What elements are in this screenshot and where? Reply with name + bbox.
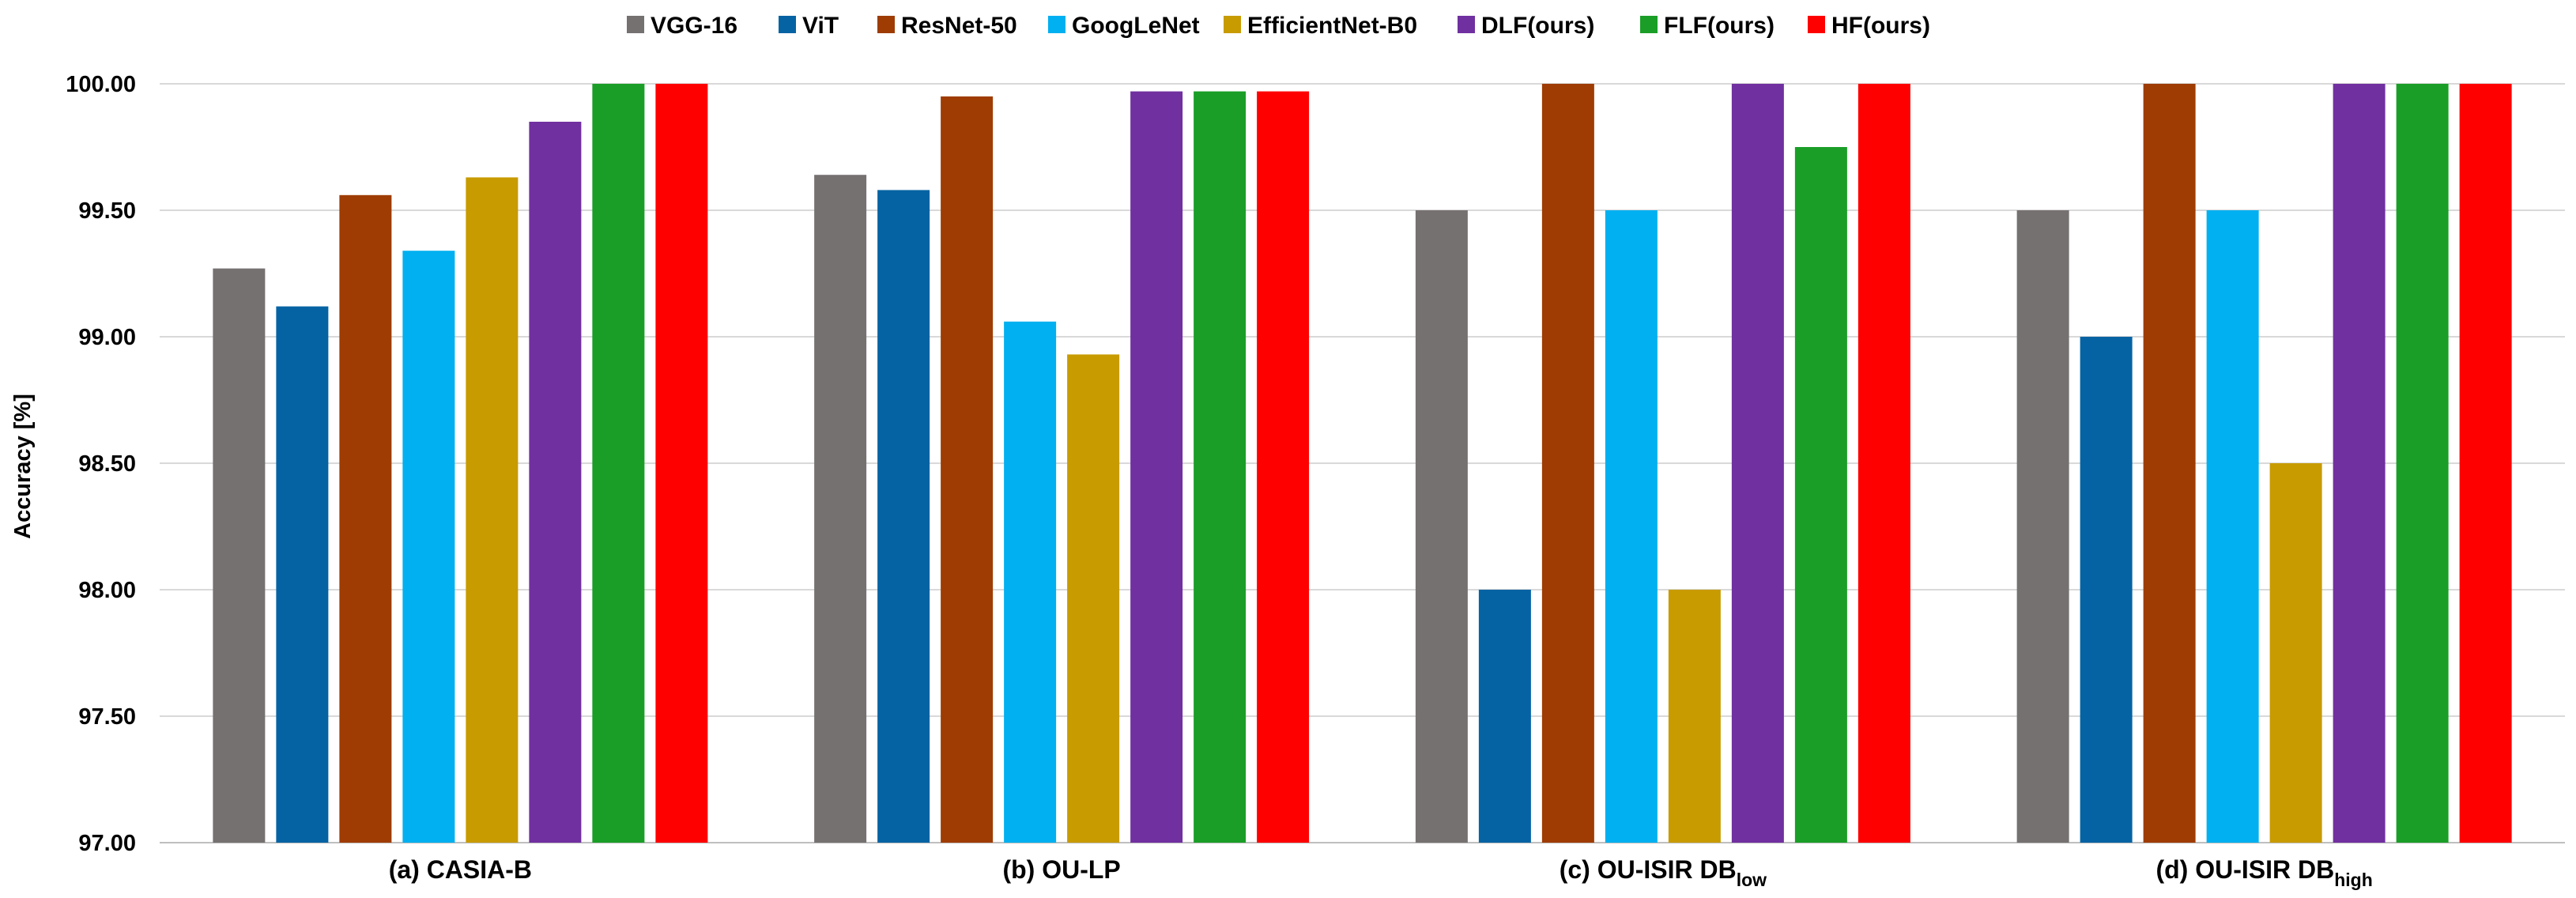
bar-googlenet (402, 251, 455, 843)
bar-vgg-16 (213, 268, 266, 843)
legend-swatch (1640, 16, 1658, 33)
legend-label: ResNet-50 (901, 13, 1017, 39)
x-axis-labels: (a) CASIA-B (b) OU-LP (c) OU-ISIR DBlow (d)… (389, 855, 2373, 890)
bar-resnet-50 (1541, 84, 1594, 843)
bar-efficientnet-b0 (1668, 590, 1721, 843)
legend-swatch (877, 16, 895, 33)
x-category-label: (a) CASIA-B (389, 855, 532, 884)
bar-dlf-ours (2333, 84, 2386, 843)
bar-flf-ours (2396, 84, 2449, 843)
legend-label: GoogLeNet (1072, 13, 1200, 39)
bar-hf-ours (1257, 91, 1310, 843)
legend-label: FLF(ours) (1664, 13, 1775, 39)
y-tick-label: 98.00 (78, 578, 136, 603)
bar-googlenet (1605, 210, 1658, 843)
legend-label: DLF(ours) (1481, 13, 1594, 39)
bar-googlenet (2206, 210, 2259, 843)
bar-resnet-50 (2143, 84, 2196, 843)
x-category-label: (b) OU-LP (1002, 855, 1120, 884)
legend-label: HF(ours) (1831, 13, 1930, 39)
bar-googlenet (1004, 321, 1057, 843)
x-category-label: (d) OU-ISIR DBhigh (2155, 855, 2372, 890)
y-tick-label: 100.00 (66, 72, 136, 97)
legend-label: ViT (802, 13, 839, 39)
bar-flf-ours (592, 84, 645, 843)
bar-dlf-ours (529, 122, 582, 843)
bar-vit (1478, 590, 1531, 843)
legend: VGG-16 ViT ResNet-50 GoogLeNet EfficientNet-… (627, 13, 1930, 39)
legend-swatch (1458, 16, 1475, 33)
y-tick-label: 97.50 (78, 704, 136, 730)
legend-label: EfficientNet-B0 (1247, 13, 1417, 39)
legend-swatch (1224, 16, 1241, 33)
legend-swatch (627, 16, 644, 33)
y-tick-label: 99.00 (78, 325, 136, 350)
bar-resnet-50 (339, 194, 392, 843)
bar-efficientnet-b0 (1067, 354, 1120, 843)
bar-efficientnet-b0 (466, 177, 519, 843)
gridlines (160, 83, 2565, 843)
bar-flf-ours (1194, 91, 1247, 843)
y-axis-ticks: 97.00 97.50 98.00 98.50 99.00 99.50 100.00 (66, 72, 136, 856)
bar-vit (2080, 337, 2133, 843)
bar-flf-ours (1794, 147, 1847, 843)
y-axis-title: Accuracy [%] (10, 394, 36, 539)
legend-label: VGG-16 (651, 13, 737, 39)
y-tick-label: 98.50 (78, 451, 136, 477)
legend-swatch (779, 16, 796, 33)
bar-hf-ours (1858, 84, 1910, 843)
bar-hf-ours (2459, 84, 2512, 843)
bar-resnet-50 (941, 96, 994, 843)
bar-vgg-16 (1415, 210, 1468, 843)
y-tick-label: 99.50 (78, 198, 136, 224)
bar-dlf-ours (1731, 84, 1784, 843)
legend-swatch (1808, 16, 1825, 33)
y-tick-label: 97.00 (78, 831, 136, 856)
bar-vgg-16 (814, 175, 867, 843)
bar-dlf-ours (1130, 91, 1183, 843)
bar-hf-ours (655, 84, 708, 843)
bars (213, 84, 2512, 843)
bar-vit (877, 190, 930, 843)
bar-vgg-16 (2016, 210, 2069, 843)
x-category-label: (c) OU-ISIR DBlow (1560, 855, 1767, 890)
bar-vit (276, 306, 329, 843)
legend-swatch (1048, 16, 1065, 33)
bar-efficientnet-b0 (2269, 463, 2322, 843)
